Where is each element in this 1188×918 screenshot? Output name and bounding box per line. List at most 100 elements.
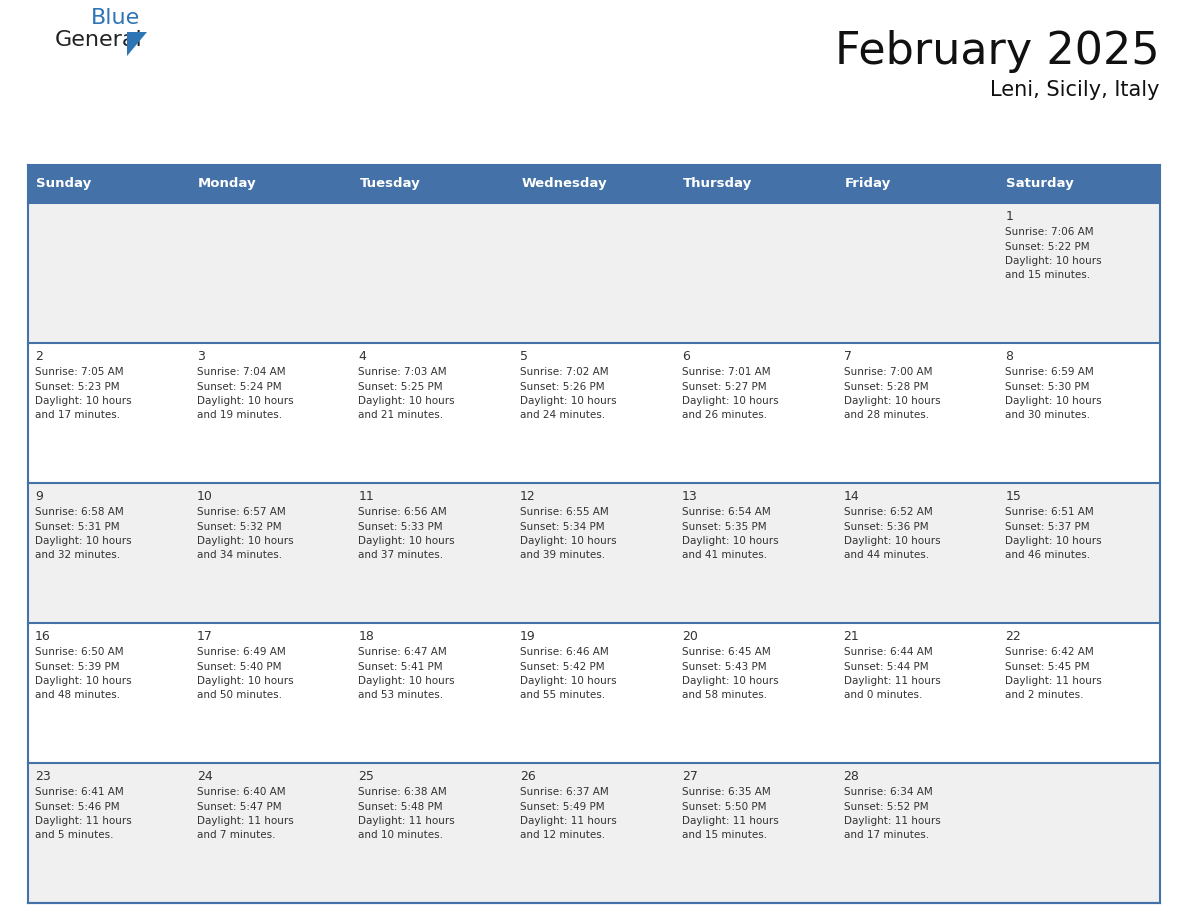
Bar [190,623,352,763]
Text: and 17 minutes.: and 17 minutes. [843,831,929,841]
Bar [998,203,1159,343]
Text: Blue: Blue [91,8,140,28]
Text: Sunset: 5:43 PM: Sunset: 5:43 PM [682,662,766,671]
Bar [190,763,352,903]
Text: 17: 17 [197,630,213,643]
Text: Sunset: 5:23 PM: Sunset: 5:23 PM [34,382,120,391]
Text: and 32 minutes.: and 32 minutes. [34,551,120,561]
Text: Daylight: 10 hours: Daylight: 10 hours [682,536,778,546]
Bar [29,763,190,903]
Text: and 58 minutes.: and 58 minutes. [682,690,767,700]
Text: 14: 14 [843,490,859,503]
Text: Daylight: 10 hours: Daylight: 10 hours [1005,256,1102,266]
Text: Sunrise: 6:50 AM: Sunrise: 6:50 AM [34,647,124,657]
Text: Daylight: 11 hours: Daylight: 11 hours [520,816,617,826]
Text: 25: 25 [359,770,374,783]
Bar [675,343,836,483]
Text: 27: 27 [682,770,697,783]
Text: Daylight: 10 hours: Daylight: 10 hours [34,676,132,686]
Text: Sunrise: 6:56 AM: Sunrise: 6:56 AM [359,507,447,517]
Bar [998,483,1159,623]
Bar [352,623,513,763]
Text: 8: 8 [1005,350,1013,363]
Text: Sunrise: 7:00 AM: Sunrise: 7:00 AM [843,367,933,377]
Text: Daylight: 10 hours: Daylight: 10 hours [520,536,617,546]
Text: 11: 11 [359,490,374,503]
Text: and 2 minutes.: and 2 minutes. [1005,690,1083,700]
Text: Sunset: 5:39 PM: Sunset: 5:39 PM [34,662,120,671]
Text: and 15 minutes.: and 15 minutes. [682,831,767,841]
Text: Tuesday: Tuesday [360,177,421,191]
Text: 5: 5 [520,350,529,363]
Text: Sunset: 5:33 PM: Sunset: 5:33 PM [359,521,443,532]
Text: 19: 19 [520,630,536,643]
Text: and 24 minutes.: and 24 minutes. [520,410,605,420]
Text: Sunset: 5:46 PM: Sunset: 5:46 PM [34,801,120,812]
Text: Sunrise: 6:44 AM: Sunrise: 6:44 AM [843,647,933,657]
Bar [675,763,836,903]
Text: and 55 minutes.: and 55 minutes. [520,690,605,700]
Bar [352,483,513,623]
Text: Sunrise: 6:59 AM: Sunrise: 6:59 AM [1005,367,1094,377]
Text: and 50 minutes.: and 50 minutes. [197,690,282,700]
Text: and 34 minutes.: and 34 minutes. [197,551,282,561]
Text: Daylight: 11 hours: Daylight: 11 hours [197,816,293,826]
Bar [998,343,1159,483]
Text: Daylight: 10 hours: Daylight: 10 hours [1005,536,1102,546]
Text: 18: 18 [359,630,374,643]
Text: Daylight: 10 hours: Daylight: 10 hours [359,676,455,686]
Text: Daylight: 10 hours: Daylight: 10 hours [843,536,940,546]
Text: Daylight: 10 hours: Daylight: 10 hours [34,396,132,406]
Bar [29,343,190,483]
Text: and 26 minutes.: and 26 minutes. [682,410,767,420]
Text: 13: 13 [682,490,697,503]
Text: Sunrise: 6:54 AM: Sunrise: 6:54 AM [682,507,771,517]
Text: Sunset: 5:48 PM: Sunset: 5:48 PM [359,801,443,812]
Text: Daylight: 11 hours: Daylight: 11 hours [359,816,455,826]
Text: Daylight: 10 hours: Daylight: 10 hours [520,396,617,406]
Text: Daylight: 10 hours: Daylight: 10 hours [682,396,778,406]
Text: Sunset: 5:40 PM: Sunset: 5:40 PM [197,662,282,671]
Bar [513,483,675,623]
Bar [29,623,190,763]
Text: 1: 1 [1005,210,1013,223]
Bar [190,343,352,483]
Text: Sunset: 5:45 PM: Sunset: 5:45 PM [1005,662,1089,671]
Text: Sunset: 5:42 PM: Sunset: 5:42 PM [520,662,605,671]
Text: Sunrise: 6:49 AM: Sunrise: 6:49 AM [197,647,285,657]
Text: Sunset: 5:50 PM: Sunset: 5:50 PM [682,801,766,812]
Text: and 5 minutes.: and 5 minutes. [34,831,114,841]
Text: Sunset: 5:25 PM: Sunset: 5:25 PM [359,382,443,391]
Text: 2: 2 [34,350,43,363]
Text: Sunrise: 6:51 AM: Sunrise: 6:51 AM [1005,507,1094,517]
Text: and 44 minutes.: and 44 minutes. [843,551,929,561]
Text: and 17 minutes.: and 17 minutes. [34,410,120,420]
Text: and 53 minutes.: and 53 minutes. [359,690,443,700]
Text: and 10 minutes.: and 10 minutes. [359,831,443,841]
Text: 9: 9 [34,490,43,503]
Bar [998,623,1159,763]
Text: Daylight: 10 hours: Daylight: 10 hours [197,676,293,686]
Bar [29,483,190,623]
Text: General: General [55,30,143,50]
Text: Sunrise: 7:03 AM: Sunrise: 7:03 AM [359,367,447,377]
Text: and 28 minutes.: and 28 minutes. [843,410,929,420]
Text: 10: 10 [197,490,213,503]
Text: Daylight: 11 hours: Daylight: 11 hours [843,676,941,686]
Text: Sunset: 5:49 PM: Sunset: 5:49 PM [520,801,605,812]
Text: Sunrise: 6:52 AM: Sunrise: 6:52 AM [843,507,933,517]
Text: Sunset: 5:24 PM: Sunset: 5:24 PM [197,382,282,391]
Text: Daylight: 10 hours: Daylight: 10 hours [520,676,617,686]
Text: Sunrise: 6:40 AM: Sunrise: 6:40 AM [197,787,285,797]
Text: Sunset: 5:41 PM: Sunset: 5:41 PM [359,662,443,671]
Text: Daylight: 11 hours: Daylight: 11 hours [34,816,132,826]
Text: Daylight: 10 hours: Daylight: 10 hours [682,676,778,686]
Text: 26: 26 [520,770,536,783]
Text: Daylight: 11 hours: Daylight: 11 hours [682,816,778,826]
Text: Sunset: 5:27 PM: Sunset: 5:27 PM [682,382,766,391]
Text: and 46 minutes.: and 46 minutes. [1005,551,1091,561]
Text: Sunrise: 6:47 AM: Sunrise: 6:47 AM [359,647,447,657]
Text: 15: 15 [1005,490,1022,503]
Text: 21: 21 [843,630,859,643]
Bar [352,343,513,483]
